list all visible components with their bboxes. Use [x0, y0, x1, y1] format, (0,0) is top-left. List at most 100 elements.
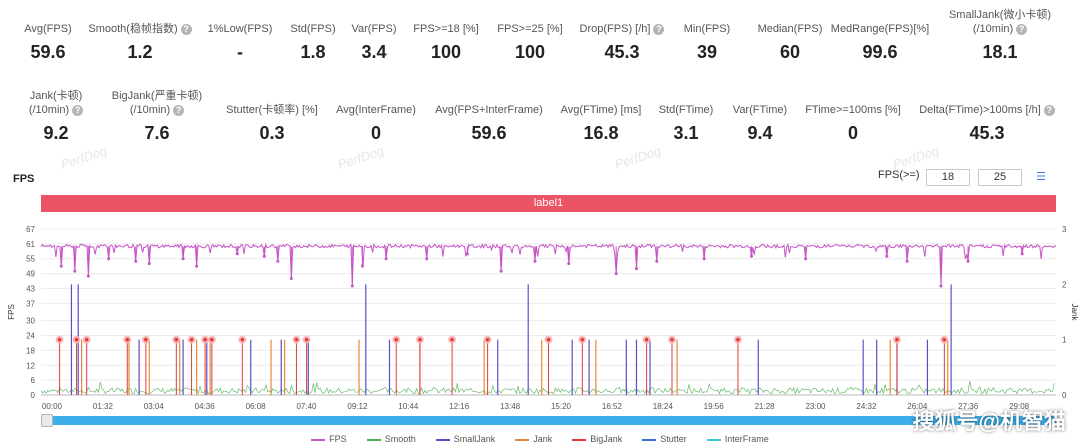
stat-value: 45.3 — [969, 123, 1005, 143]
smooth-series-line — [40, 380, 1055, 395]
stat-value: 39 — [696, 42, 718, 62]
y-tick-label: 0 — [31, 391, 36, 400]
stat-value: 3.1 — [673, 123, 699, 143]
x-tick-label: 10:44 — [398, 402, 419, 411]
bigjank-marker — [203, 337, 207, 342]
legend-label: Jank — [533, 434, 553, 444]
help-icon[interactable]: ? — [72, 104, 84, 116]
threshold-input-1[interactable]: 18 — [926, 169, 970, 186]
stat-value: - — [237, 42, 243, 62]
x-tick-label: 01:32 — [93, 402, 114, 411]
fps-dip-point — [276, 259, 280, 263]
bigjank-marker — [304, 337, 309, 342]
stat-stats_row1-11: SmallJank(微小卡顿) (/10min)? 18.1 — [930, 8, 1070, 63]
y-tick-label: 30 — [26, 317, 35, 326]
stat-stats_row2-6: Std(FTime) 3.1 — [616, 103, 756, 144]
legend-item-interframe[interactable]: InterFrame — [706, 434, 769, 444]
legend-item-jank[interactable]: Jank — [515, 434, 552, 444]
stat-value: 7.6 — [144, 123, 170, 143]
x-tick-label: 00:00 — [42, 402, 63, 411]
stat-value: 9.4 — [747, 123, 773, 143]
x-tick-label: 27:36 — [958, 402, 979, 411]
stat-label-unit: (/10min)? — [930, 22, 1070, 36]
stat-stats_row2-7: Var(FTime) 9.4 — [690, 103, 830, 144]
fps-dip-point — [966, 259, 970, 263]
fps-dip-point — [195, 264, 199, 268]
x-tick-label: 21:28 — [755, 402, 776, 411]
bigjank-marker — [580, 337, 585, 342]
bigjank-marker — [74, 337, 79, 342]
bigjank-marker — [942, 337, 947, 342]
fps-dip-point — [804, 257, 808, 261]
label-bar[interactable]: label1 — [41, 195, 1056, 212]
legend-item-bigjank[interactable]: BigJank — [572, 434, 622, 444]
x-tick-label: 19:56 — [704, 402, 725, 411]
help-icon[interactable]: ? — [180, 23, 192, 35]
chart-title: FPS — [13, 173, 35, 185]
bigjank-marker — [125, 337, 130, 342]
help-icon[interactable]: ? — [1016, 23, 1028, 35]
stat-label: 1%Low(FPS) — [207, 23, 273, 35]
timeline-scrollbar[interactable] — [41, 416, 1056, 425]
stat-value: 59.6 — [30, 42, 66, 62]
stat-value: 1.2 — [127, 42, 153, 62]
stat-label: Median(FPS) — [757, 23, 823, 35]
fps-dip-point — [634, 267, 638, 271]
stat-value: 45.3 — [604, 42, 640, 62]
stat-label: Avg(InterFrame) — [336, 104, 416, 116]
stat-stats_row2-8: FTime>=100ms [%] 0 — [783, 103, 923, 144]
fps-dip-point — [134, 259, 138, 263]
legend-item-fps[interactable]: FPS — [311, 434, 347, 444]
x-tick-label: 18:24 — [653, 402, 674, 411]
y-right-tick-label: 1 — [1062, 336, 1067, 345]
stat-value: 0.3 — [259, 123, 285, 143]
list-icon[interactable]: ☰ — [1036, 171, 1046, 183]
stat-value: 100 — [514, 42, 546, 62]
y-right-axis-label: Jank — [1070, 304, 1079, 322]
fps-dip-point — [567, 262, 571, 266]
stat-label: MedRange(FPS)[%] — [830, 23, 930, 35]
threshold-input-2[interactable]: 25 — [978, 169, 1022, 186]
x-tick-label: 09:12 — [347, 402, 368, 411]
legend-item-smooth[interactable]: Smooth — [366, 434, 416, 444]
y-tick-label: 12 — [26, 361, 35, 370]
stat-label: FPS>=18 [%] — [413, 23, 479, 35]
bigjank-marker — [394, 337, 399, 342]
stat-label: Avg(FPS) — [24, 23, 72, 35]
y-tick-label: 61 — [26, 240, 35, 249]
legend-item-stutter[interactable]: Stutter — [642, 434, 687, 444]
legend-label: Smooth — [384, 434, 416, 444]
stat-stats_row2-4: Avg(FPS+InterFrame) 59.6 — [419, 103, 559, 144]
bigjank-marker — [57, 337, 62, 342]
legend-label: BigJank — [590, 434, 623, 444]
x-tick-label: 04:36 — [195, 402, 216, 411]
y-tick-label: 18 — [26, 346, 35, 355]
stat-value: 60 — [779, 42, 801, 62]
y-tick-label: 6 — [31, 376, 36, 385]
legend-label: InterFrame — [724, 434, 769, 444]
stat-label: Smooth(稳帧指数)? — [70, 22, 210, 36]
bigjank-marker — [418, 337, 422, 342]
help-icon[interactable]: ? — [173, 104, 185, 116]
stat-stats_row2-3: Avg(InterFrame) 0 — [306, 103, 446, 144]
stat-label: BigJank(严重卡顿) — [111, 90, 203, 102]
stat-label: Min(FPS) — [683, 23, 731, 35]
fps-dip-point — [885, 254, 889, 258]
threshold-label: FPS(>=) — [878, 169, 920, 181]
stat-label: Jank(卡顿) — [29, 90, 83, 102]
stat-value: 0 — [847, 123, 858, 143]
scrollbar-handle[interactable] — [41, 414, 53, 427]
legend-item-smalljank[interactable]: SmallJank — [435, 434, 495, 444]
stat-label: FTime>=100ms [%] — [805, 104, 901, 116]
stat-value: 16.8 — [583, 123, 619, 143]
stat-stats_row1-5: FPS>=18 [%] 100 — [376, 22, 516, 63]
stat-label: Avg(FPS+InterFrame) — [435, 104, 543, 116]
help-icon[interactable]: ? — [1043, 104, 1055, 116]
y-tick-label: 24 — [26, 332, 35, 341]
help-icon[interactable]: ? — [653, 23, 665, 35]
fps-dip-point — [533, 259, 537, 263]
fps-dip-point — [939, 284, 943, 288]
x-tick-label: 15:20 — [551, 402, 572, 411]
stat-value: 9.2 — [43, 123, 69, 143]
